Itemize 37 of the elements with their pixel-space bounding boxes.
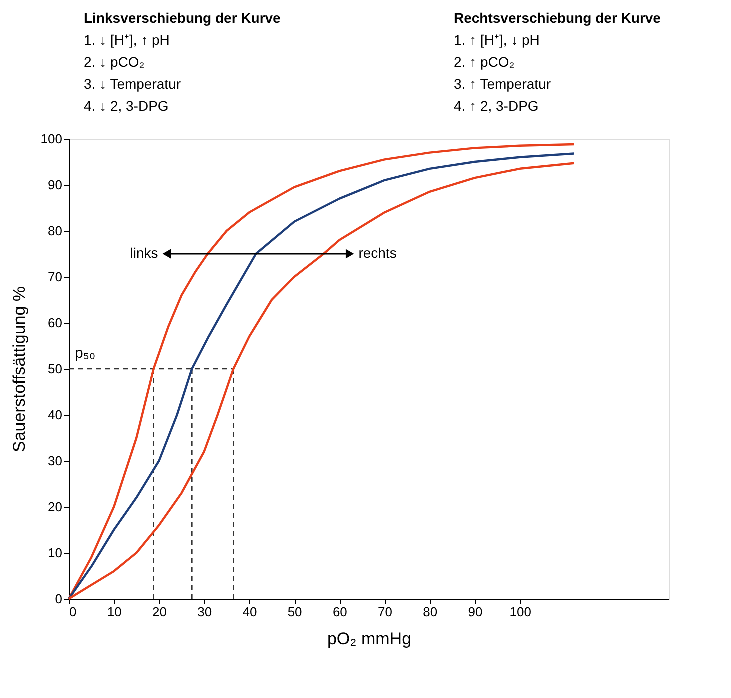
y-tick-label: 100	[40, 132, 62, 146]
ref-line-label: p₅₀	[75, 345, 96, 362]
text: 1. ↑ [H⁺], ↓ pH	[454, 32, 540, 48]
x-tick-label: 0	[70, 604, 77, 620]
y-tick-label: 80	[48, 224, 62, 238]
y-axis-title: Sauerstoffsättigung %	[10, 286, 29, 453]
annotation: links	[130, 245, 158, 261]
x-tick-label: 50	[288, 604, 302, 620]
y-tick-label: 30	[48, 454, 62, 468]
y-tick-label: 20	[48, 500, 62, 514]
y-tick-label: 40	[48, 408, 62, 422]
y-tick-label: 60	[48, 316, 62, 330]
x-tick-label: 10	[107, 604, 122, 620]
x-tick-label: 100	[510, 604, 532, 620]
text: Rechtsverschiebung der Kurve	[454, 10, 662, 26]
text: 4. ↑ 2, 3-DPG	[454, 98, 539, 114]
text: Linksverschiebung der Kurve	[84, 10, 282, 26]
x-axis-title: pO₂ mmHg	[327, 630, 412, 648]
x-tick-label: 70	[378, 604, 393, 620]
x-tick-label: 20	[152, 604, 167, 620]
text: 4. ↓ 2, 3-DPG	[84, 98, 169, 114]
y-tick-label: 90	[48, 178, 62, 192]
annotation: rechts	[358, 245, 397, 261]
y-tick-label: 70	[48, 270, 62, 284]
y-tick-label: 50	[48, 362, 62, 376]
x-tick-label: 60	[332, 604, 348, 620]
x-tick-label: 80	[423, 604, 438, 620]
y-tick-label: 10	[48, 546, 62, 560]
text: 3. ↓ Temperatur	[84, 76, 182, 92]
y-tick-label: 0	[55, 592, 62, 606]
x-tick-label: 30	[198, 604, 212, 620]
x-tick-label: 90	[468, 604, 483, 620]
x-tick-label: 40	[242, 604, 258, 620]
text: 1. ↓ [H⁺], ↑ pH	[84, 32, 170, 48]
text: 3. ↑ Temperatur	[454, 76, 552, 92]
text: 2. ↓ pCO₂	[84, 54, 145, 70]
text: 2. ↑ pCO₂	[454, 54, 515, 70]
